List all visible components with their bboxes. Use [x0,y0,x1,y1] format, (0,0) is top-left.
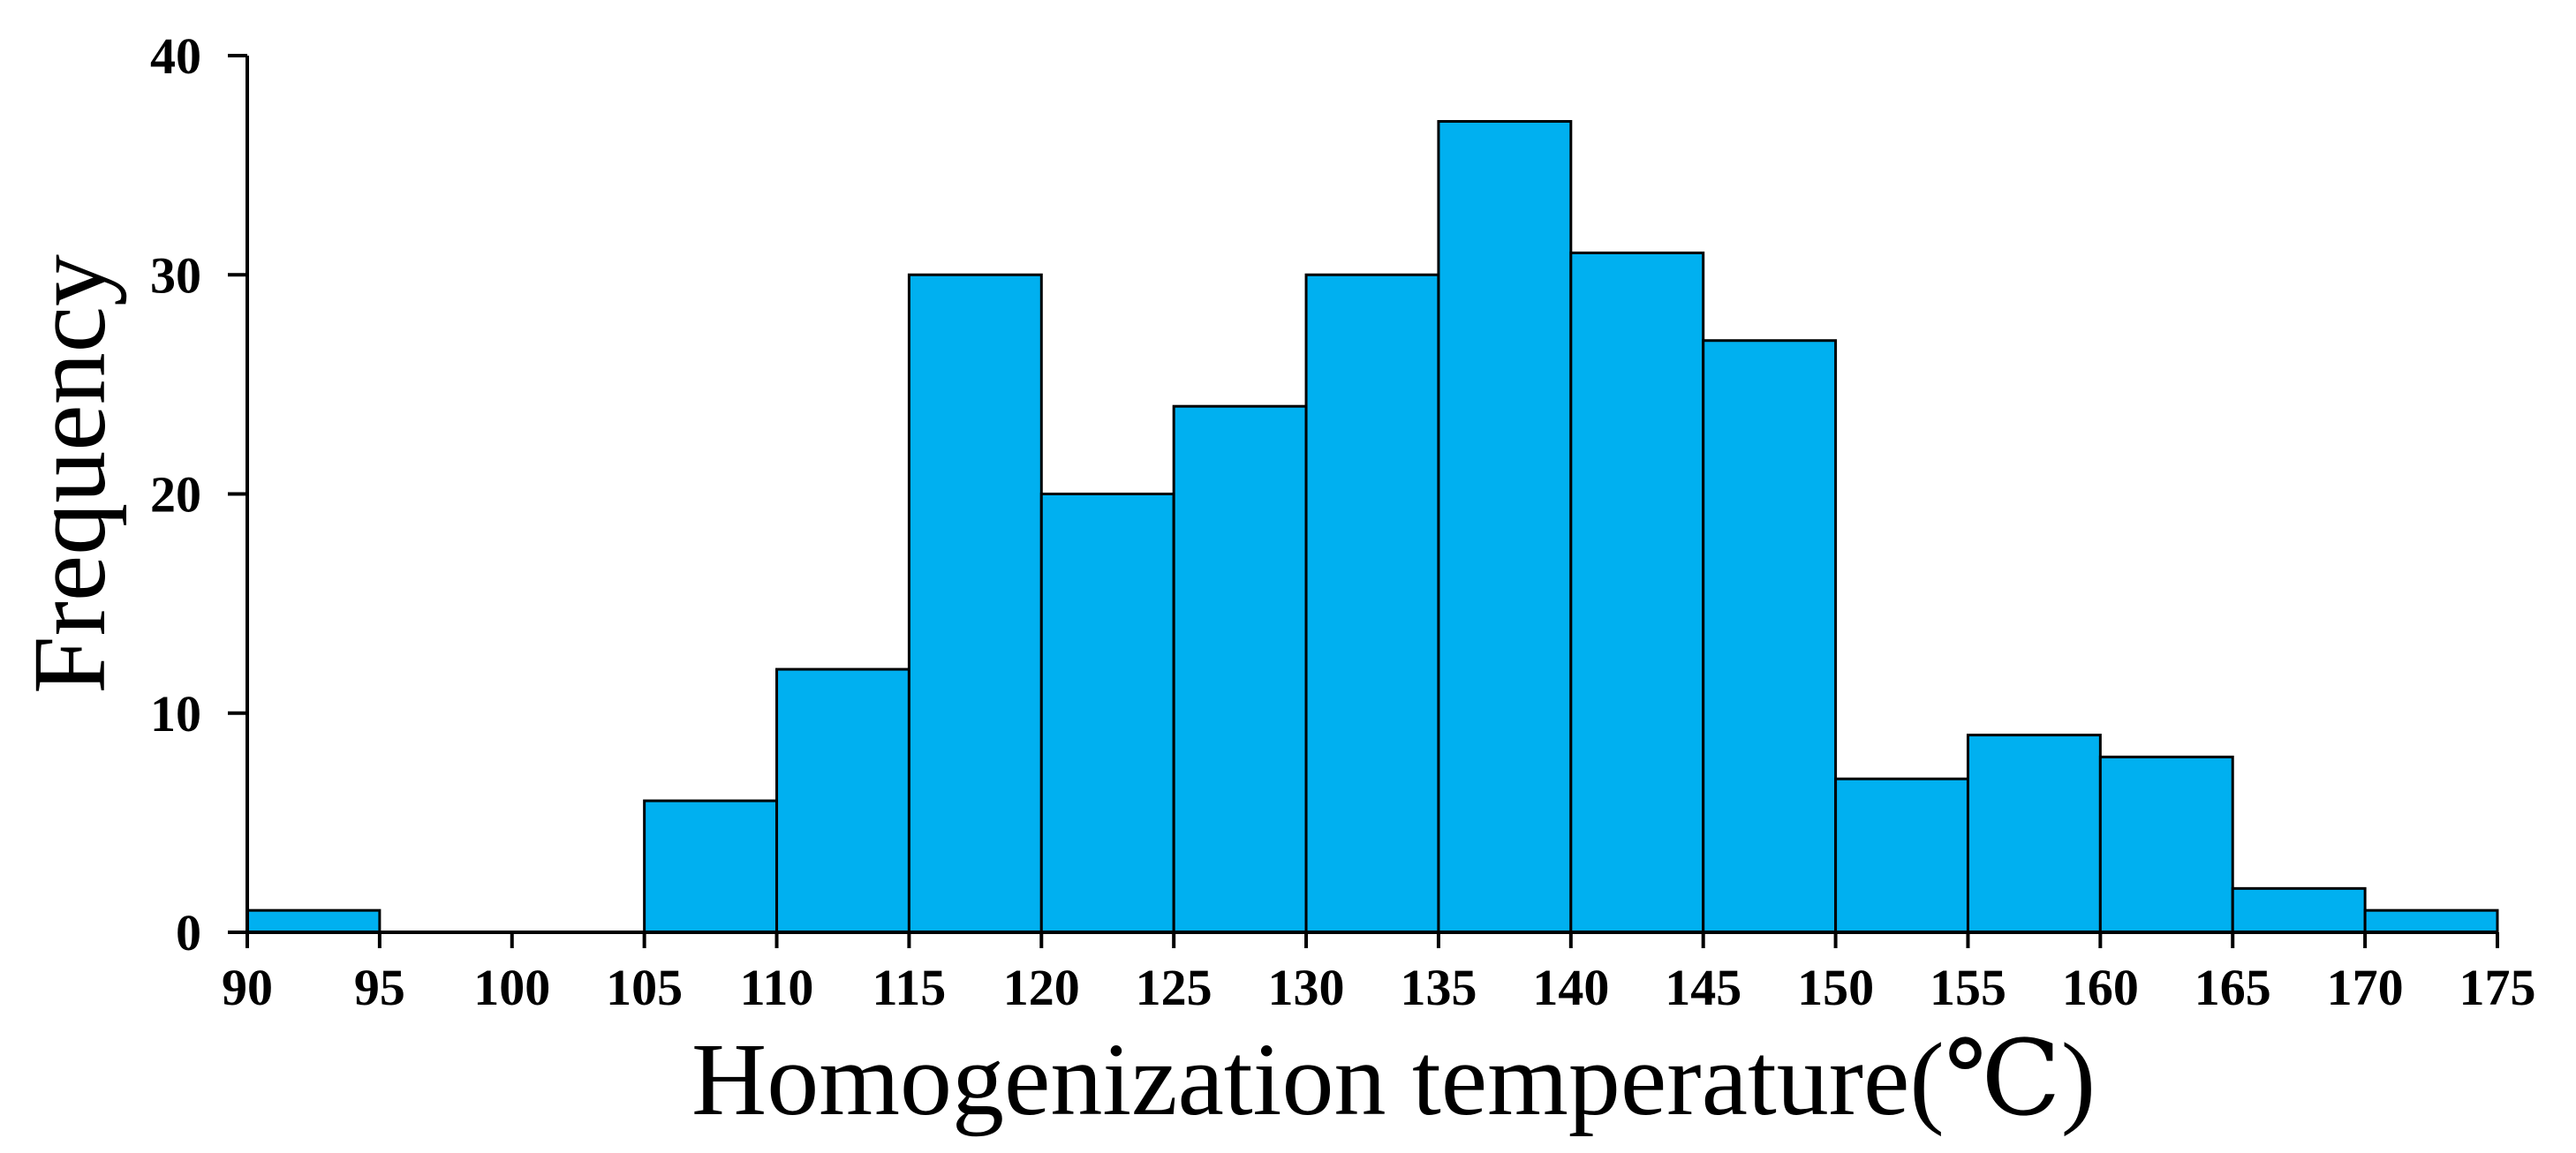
x-tick-label: 125 [1136,959,1212,1016]
histogram-bar-150-155 [1834,777,1969,934]
x-tick-label: 155 [1930,959,2006,1016]
x-tick-label: 130 [1268,959,1345,1016]
x-tick-label: 165 [2195,959,2271,1016]
y-tick-label: 40 [150,27,201,85]
histogram-bar-170-175 [2363,908,2499,934]
x-tick-label: 110 [740,959,814,1016]
histogram-bar-140-145 [1569,251,1705,934]
histogram-bar-135-140 [1437,119,1573,934]
histogram-bar-165-170 [2231,886,2367,934]
x-tick-label: 105 [606,959,683,1016]
histogram-bar-115-120 [907,273,1043,934]
x-tick-label: 115 [873,959,947,1016]
y-tick-label: 30 [150,246,201,304]
bar-group [246,119,2499,934]
histogram-bar-145-150 [1702,339,1838,934]
x-tick-label: 145 [1665,959,1741,1016]
histogram-bar-110-115 [775,667,910,934]
x-tick-label: 90 [222,959,273,1016]
histogram-bar-120-125 [1039,493,1175,934]
x-tick-label: 150 [1797,959,1874,1016]
y-tick-label: 0 [176,904,201,961]
x-tick-label: 120 [1003,959,1080,1016]
y-tick-label: 20 [150,466,201,524]
y-axis-title: Frequency [11,254,127,694]
histogram-bar-125-130 [1172,404,1308,934]
x-tick-label: 135 [1400,959,1477,1016]
x-tick-label: 140 [1532,959,1609,1016]
histogram-bar-90-95 [246,908,381,934]
histogram-bar-105-110 [643,799,779,934]
histogram-bar-155-160 [1966,734,2102,934]
x-tick-label: 160 [2062,959,2139,1016]
x-axis-title: Homogenization temperature(℃) [691,1021,2096,1137]
histogram-bar-160-165 [2098,755,2234,934]
x-tick-label: 175 [2459,959,2536,1016]
x-tick-label: 95 [354,959,405,1016]
x-tick-label: 100 [473,959,550,1016]
y-tick-label: 10 [150,685,201,742]
histogram-bar-130-135 [1304,273,1440,934]
tick-group: 0 10 20 30 40 90 95 100 105 110 115 120 125 130 135 140… [150,27,2536,1016]
x-tick-label: 170 [2327,959,2404,1016]
